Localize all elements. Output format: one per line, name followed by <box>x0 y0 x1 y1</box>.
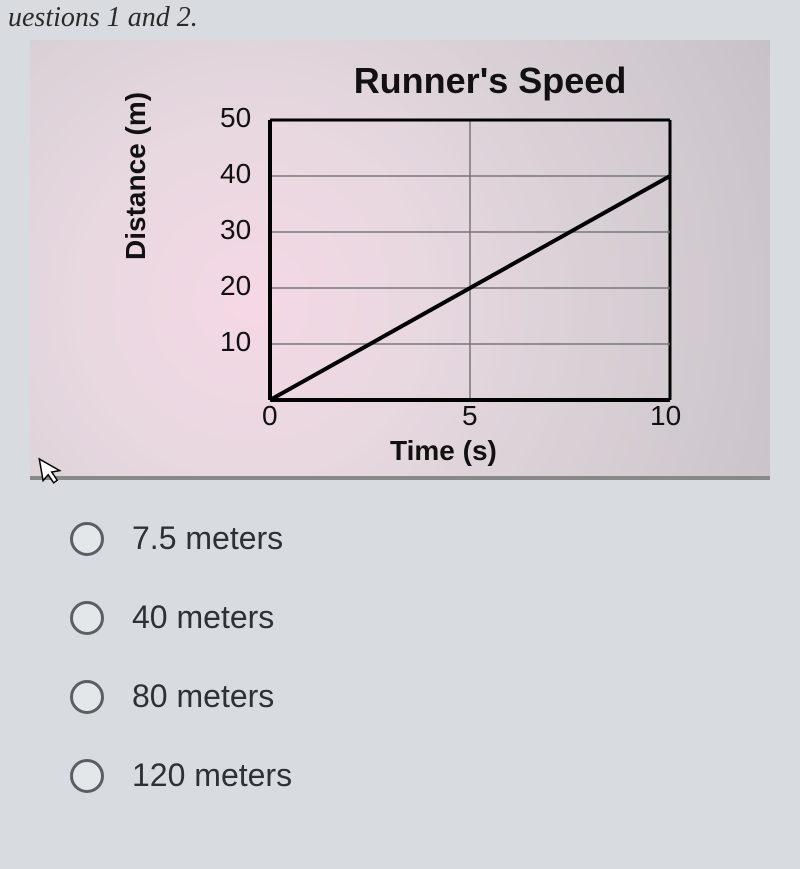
option-a[interactable]: 7.5 meters <box>70 520 670 557</box>
radio-icon[interactable] <box>70 759 104 793</box>
option-b[interactable]: 40 meters <box>70 599 670 636</box>
page-header-text: uestions 1 and 2. <box>0 0 206 36</box>
chart-figure: Runner's Speed 50 40 30 20 10 0 5 10 Dis… <box>30 40 770 480</box>
radio-icon[interactable] <box>70 522 104 556</box>
radio-icon[interactable] <box>70 601 104 635</box>
option-c[interactable]: 80 meters <box>70 678 670 715</box>
radio-icon[interactable] <box>70 680 104 714</box>
option-label: 120 meters <box>132 757 292 794</box>
option-label: 80 meters <box>132 678 274 715</box>
option-d[interactable]: 120 meters <box>70 757 670 794</box>
option-label: 7.5 meters <box>132 520 283 557</box>
answer-options: 7.5 meters 40 meters 80 meters 120 meter… <box>70 520 670 836</box>
option-label: 40 meters <box>132 599 274 636</box>
chart-svg <box>30 40 770 480</box>
